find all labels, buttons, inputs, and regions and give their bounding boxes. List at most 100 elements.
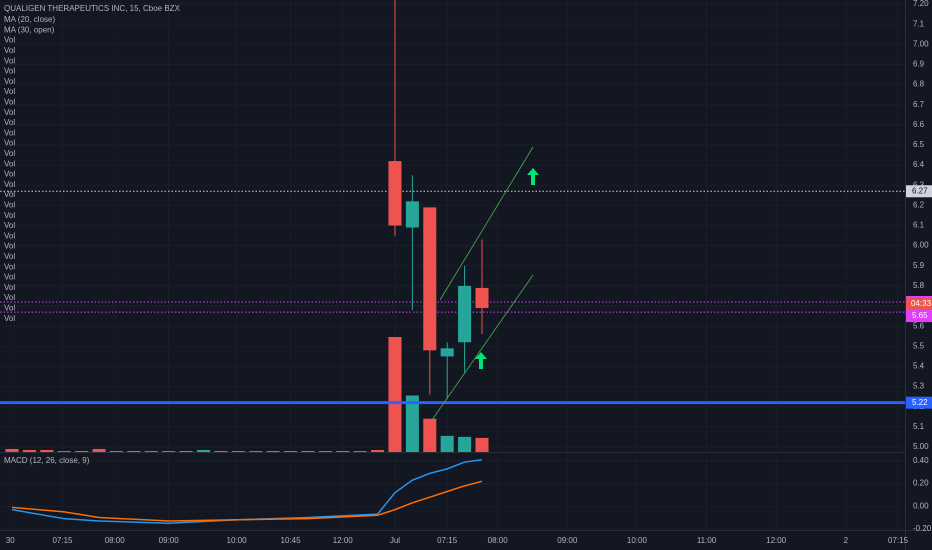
x-tick-label: 07:15 [437,536,458,545]
legend-item: Vol [4,273,15,282]
y-tick-label: 5.9 [913,261,925,270]
y-tick-label: 6.1 [913,221,925,230]
volume-bar [196,449,211,452]
volume-bar [371,449,385,452]
legend-item: Vol [4,180,15,189]
y-tick-label: 7.1 [913,19,925,28]
y-tick-label: 5.1 [913,422,925,431]
volume-bar [92,448,106,452]
volume-bar [336,450,350,452]
legend-item: Vol [4,211,15,220]
x-tick-label: 10:00 [227,536,248,545]
last-price-label: 5.65 [912,311,928,320]
candle-body [388,161,402,226]
price-label-bg [906,396,932,409]
countdown: 04:33 [911,299,932,308]
y-tick-label: 5.4 [913,362,925,371]
volume-bar [475,437,489,452]
volume-bar [231,450,245,452]
candle-body [405,201,419,228]
y2-tick-label: -0.20 [913,524,932,533]
legend-item: Vol [4,98,15,107]
y-tick-label: 5.3 [913,382,925,391]
legend-item: Vol [4,139,15,148]
x-tick-label: 10:00 [627,536,648,545]
legend-item: Vol [4,293,15,302]
legend-item: Vol [4,46,15,55]
legend-item: Vol [4,231,15,240]
x-tick-label: 11:00 [697,536,717,545]
y-tick-label: 6.9 [913,60,925,69]
y-tick-label: 6.2 [913,200,925,209]
volume-bar [458,436,472,452]
arrow-up [527,168,539,185]
legend-item: Vol [4,108,15,117]
legend-item: Vol [4,262,15,271]
x-tick-label: Jul [390,536,400,545]
y2-tick-label: 0.20 [913,479,929,488]
legend-item: MA (30, open) [4,25,55,34]
volume-bar [162,450,176,452]
candle-body [440,348,454,357]
volume-bar [266,450,280,452]
y2-tick-label: 0.00 [913,501,929,510]
y-tick-label: 6.3 [913,180,925,189]
price-label: 5.22 [912,398,928,407]
y-tick-label: 6.7 [913,100,925,109]
legend: QUALIGEN THERAPEUTICS INC, 15, Cboe BZX … [4,4,181,465]
legend-item: MA (20, close) [4,15,55,24]
volume-bar [40,449,54,452]
legend-item: Vol [4,87,15,96]
x-tick-label: 08:00 [488,536,509,545]
volume-bar [214,450,228,452]
legend-item: Vol [4,77,15,86]
countdown-bg [906,298,932,311]
y-tick-label: 5.6 [913,321,925,330]
last-price-bg [906,310,932,323]
drawings [431,146,539,421]
volume-bar [109,450,123,452]
x-tick-label: 09:00 [159,536,180,545]
marks [0,0,905,524]
y-tick-label: 6.8 [913,80,925,89]
y-tick-label: 7.20 [913,0,929,8]
volume-bar [57,450,71,452]
y-tick-label: 6.4 [913,160,925,169]
x-tick-label: 2 [844,536,849,545]
grid [0,0,905,530]
volume-bar [318,450,332,452]
volume-bar [388,336,402,452]
volume-bar [5,448,19,452]
y-tick-label: 7.00 [913,39,929,48]
trend-line [431,274,534,421]
x-tick-label: 07:15 [52,536,73,545]
arrow-up [475,352,487,369]
legend-item: Vol [4,56,15,65]
legend-item: Vol [4,67,15,76]
x-tick-label: 30 [6,536,15,545]
legend-item: Vol [4,314,15,323]
y2-tick-label: 0.40 [913,456,929,465]
price-label: 6.27 [912,186,928,195]
volume-bar [423,418,437,452]
volume-bar [127,450,141,452]
legend-item: Vol [4,190,15,199]
legend-item: Vol [4,36,15,45]
macd-line [11,459,483,524]
chart-title: QUALIGEN THERAPEUTICS INC, 15, Cboe BZX [4,4,181,13]
candle-body [423,207,437,351]
volume-bar [22,449,36,452]
legend-item: Vol [4,170,15,179]
y-tick-label: 6.00 [913,241,929,250]
volume-bar [301,450,315,452]
macd-line [11,480,483,522]
legend-item: Vol [4,201,15,210]
x-tick-label: 08:00 [105,536,126,545]
candle-body [475,287,489,309]
x-tick-label: 09:00 [557,536,578,545]
legend-item: Vol [4,128,15,137]
macd-title: MACD (12, 26, close, 9) [4,456,90,465]
volume-bar [249,450,263,452]
